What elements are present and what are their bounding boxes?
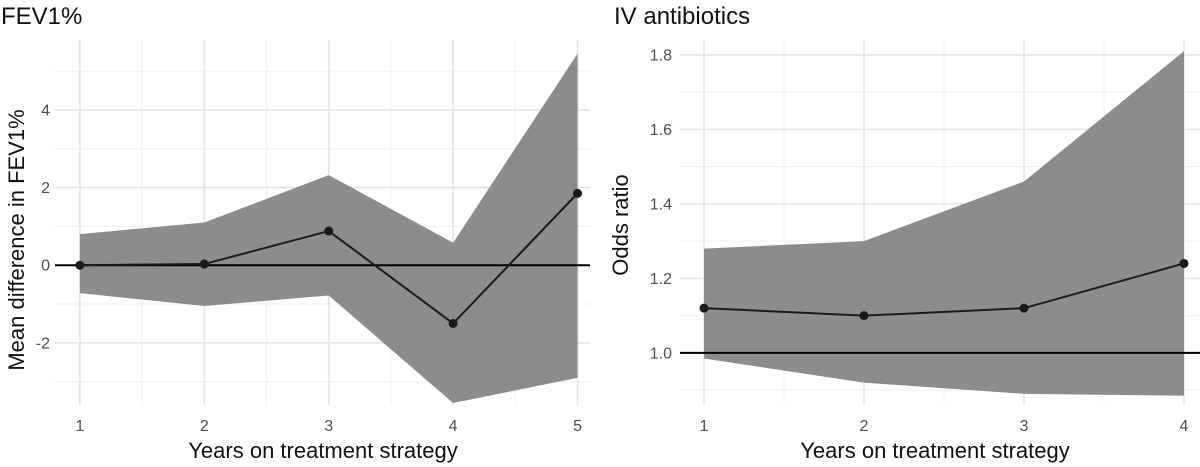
data-point xyxy=(1179,258,1189,268)
y-tick-label: 4 xyxy=(41,102,50,119)
panel-title: FEV1% xyxy=(1,3,82,30)
data-point xyxy=(199,259,209,269)
y-axis-title: Mean difference in FEV1% xyxy=(4,109,29,370)
y-tick-label: 1.4 xyxy=(650,196,672,213)
series-line xyxy=(703,262,1185,317)
x-tick-label: 4 xyxy=(1180,418,1189,435)
y-tick-label: 1.6 xyxy=(650,122,672,139)
x-tick-label: 3 xyxy=(1020,418,1029,435)
data-point xyxy=(75,260,85,270)
x-tick-label: 2 xyxy=(860,418,869,435)
y-tick-label: 1.8 xyxy=(650,47,672,64)
y-axis-title: Odds ratio xyxy=(608,174,633,276)
data-point xyxy=(448,318,458,328)
x-tick-label: 5 xyxy=(573,418,582,435)
x-axis-title: Years on treatment strategy xyxy=(188,438,457,463)
confidence-band xyxy=(704,51,1184,396)
x-axis-title: Years on treatment strategy xyxy=(800,438,1069,463)
iv-antibiotics-panel: IV antibiotics Odds ratio Years on treat… xyxy=(608,3,1200,463)
y-tick-label: 0 xyxy=(41,258,50,275)
x-tick-label: 2 xyxy=(200,418,209,435)
y-tick-label: 2 xyxy=(41,180,50,197)
data-point xyxy=(1019,303,1029,313)
fev1-panel: FEV1% Mean difference in FEV1% Years on … xyxy=(1,3,590,463)
y-tick-label: -2 xyxy=(36,335,50,352)
x-tick-label: 3 xyxy=(324,418,333,435)
y-tick-label: 1.0 xyxy=(650,345,672,362)
y-tick-label: 1.2 xyxy=(650,271,672,288)
panel-title: IV antibiotics xyxy=(614,3,750,30)
data-point xyxy=(324,226,334,236)
data-point xyxy=(699,303,709,313)
data-point xyxy=(573,188,583,198)
x-tick-label: 1 xyxy=(75,418,84,435)
data-point xyxy=(859,311,869,321)
x-tick-label: 4 xyxy=(449,418,458,435)
x-tick-label: 1 xyxy=(700,418,709,435)
